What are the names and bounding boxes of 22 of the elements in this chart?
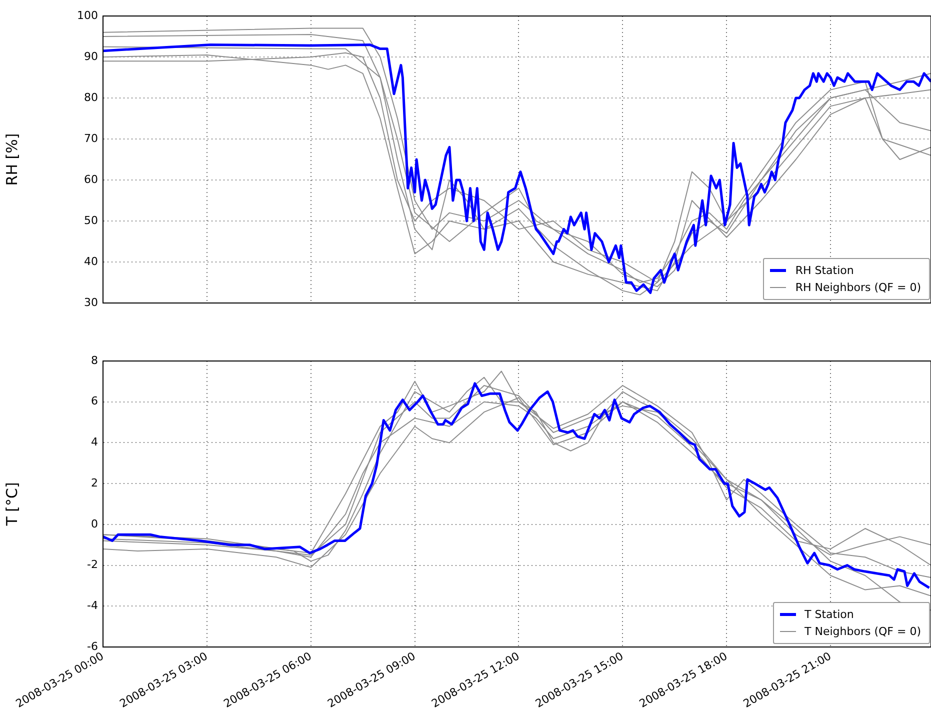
legend-label: T Neighbors (QF = 0): [804, 625, 921, 638]
y-axis-title: RH [%]: [2, 133, 21, 186]
y-tick-label: 70: [84, 132, 98, 145]
y-axis-title: T [°C]: [2, 482, 21, 527]
y-tick-label: 4: [91, 436, 98, 449]
y-tick-label: 90: [84, 50, 98, 63]
y-tick-label: 30: [84, 296, 98, 309]
legend-label: T Station: [804, 608, 854, 621]
legend-label: RH Station: [795, 264, 854, 277]
y-tick-label: 60: [84, 172, 98, 186]
legend-label: RH Neighbors (QF = 0): [795, 281, 921, 294]
y-tick-label: 0: [91, 517, 98, 530]
y-tick-label: 8: [91, 354, 98, 367]
y-tick-label: 6: [91, 394, 98, 408]
y-tick-label: 2: [91, 476, 98, 490]
y-tick-label: 100: [77, 8, 98, 22]
y-tick-label: -4: [87, 599, 98, 612]
y-tick-label: -2: [87, 558, 98, 572]
y-tick-label: 50: [84, 214, 98, 227]
y-tick-label: 80: [84, 90, 98, 104]
y-tick-label: 40: [84, 254, 98, 268]
y-tick-label: -6: [87, 640, 98, 653]
